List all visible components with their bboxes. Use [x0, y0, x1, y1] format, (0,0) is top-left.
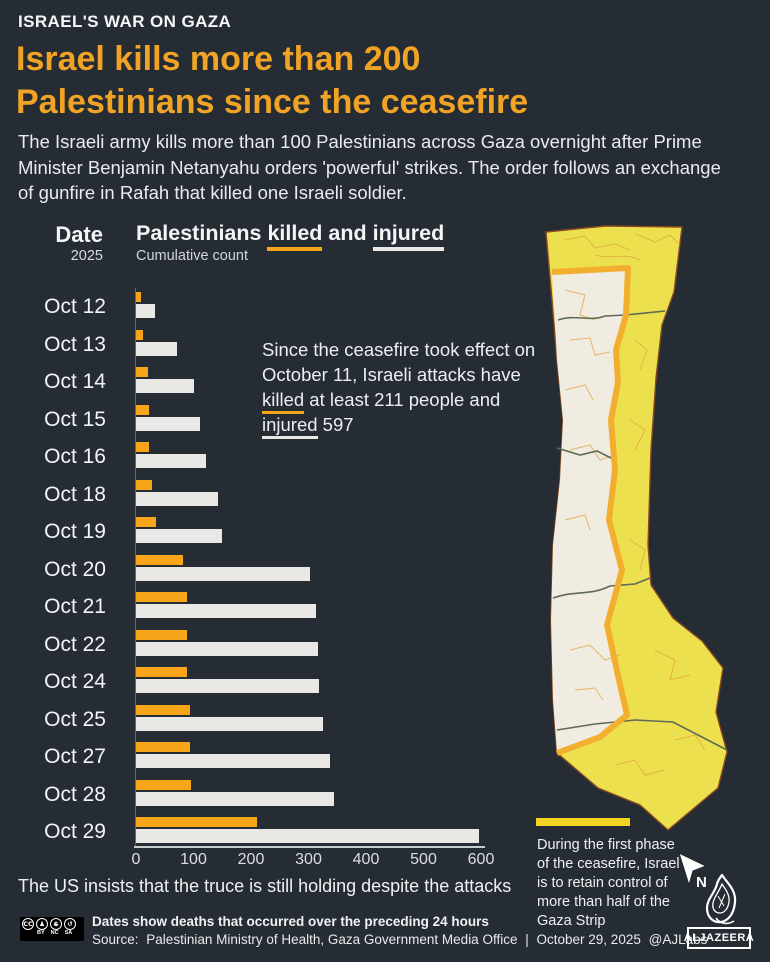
- underlined-injured: injured: [262, 414, 318, 439]
- date-label: Oct 13: [44, 332, 106, 356]
- cc-sa-icon: ↺: [64, 918, 76, 930]
- date-label: Oct 24: [44, 670, 106, 693]
- killed-bar: [136, 629, 188, 640]
- killed-bar: [136, 779, 192, 790]
- page-title: Israel kills more than 200 Palestinians …: [16, 38, 528, 124]
- north-label: N: [696, 874, 707, 889]
- date-column-header: Date: [55, 222, 103, 247]
- source-separator: |: [525, 932, 529, 947]
- x-axis-line: [134, 846, 485, 848]
- underlined-killed: killed: [267, 221, 323, 251]
- killed-bar: [136, 479, 153, 490]
- injured-bar: [136, 716, 323, 731]
- date-year: 2025: [70, 248, 103, 264]
- date-label: Oct 15: [44, 407, 106, 431]
- injured-bar: [136, 566, 311, 581]
- killed-bar: [136, 329, 144, 340]
- x-tick-label: 500: [410, 851, 437, 868]
- injured-bar: [136, 791, 334, 806]
- source-line: Source: Palestinian Ministry of Health, …: [92, 932, 711, 947]
- date-label: Oct 12: [44, 295, 106, 318]
- injured-bar: [136, 529, 222, 543]
- killed-bar: [136, 517, 157, 527]
- yellow-line: [551, 265, 631, 756]
- cc-by-icon: ♟: [36, 918, 48, 930]
- x-tick-label: 0: [131, 851, 141, 868]
- injured-bar: [136, 491, 219, 506]
- injured-bar: [136, 454, 207, 468]
- killed-bar: [136, 554, 183, 565]
- killed-bar: [136, 442, 150, 452]
- cc-label-sa: SA: [64, 930, 73, 936]
- cc-label-by: BY: [37, 930, 45, 936]
- footnote-bold: Dates show deaths that occurred over the…: [92, 914, 489, 929]
- cc-nc-icon: $: [50, 918, 62, 930]
- y-axis-line: [135, 288, 136, 847]
- date-label: Oct 21: [44, 595, 106, 618]
- killed-bar: [136, 404, 149, 415]
- x-tick-label: 400: [352, 851, 380, 868]
- injured-bar: [136, 604, 316, 618]
- title-line-2: Palestinians since the ceasefire: [16, 83, 529, 121]
- governorate-boundaries: [552, 310, 728, 751]
- injured-bar: [136, 829, 480, 843]
- date-label: Oct 20: [44, 557, 106, 581]
- injured-bar: [136, 754, 331, 768]
- cc-label-nc: NC: [50, 930, 59, 936]
- killed-bar: [136, 667, 188, 677]
- injured-bar: [136, 304, 155, 318]
- date-label: Oct 22: [44, 632, 106, 656]
- killed-bar: [136, 292, 142, 302]
- source-date: October 29, 2025: [536, 932, 641, 947]
- injured-bar: [136, 641, 319, 656]
- aljazeera-wordmark: ALJAZEERA: [684, 927, 754, 949]
- chart-annotation: Since the ceasefire took effect on Octob…: [262, 337, 542, 439]
- killed-bar: [136, 367, 148, 377]
- x-tick-label: 100: [180, 851, 207, 868]
- chart-title: Palestinians killed and injured: [136, 221, 445, 251]
- date-label: Oct 25: [44, 707, 106, 731]
- title-line-1: Israel kills more than 200: [16, 40, 421, 78]
- intro-paragraph: The Israeli army kills more than 100 Pal…: [18, 131, 721, 203]
- date-label: Oct 19: [44, 520, 106, 543]
- map-caption: During the first phase of the ceasefire,…: [537, 837, 680, 929]
- ceasefire-west-area: [551, 268, 628, 753]
- injured-bar: [136, 341, 177, 356]
- underlined-killed: killed: [262, 389, 305, 414]
- legend-yellow-swatch: [536, 818, 630, 826]
- underlined-injured: injured: [372, 221, 445, 251]
- killed-bar: [136, 817, 258, 827]
- date-label: Oct 27: [44, 745, 106, 768]
- injured-bar: [136, 416, 200, 431]
- us-truce-note: The US insists that the truce is still h…: [18, 876, 512, 896]
- date-label: Oct 18: [44, 482, 106, 506]
- chart-subtitle: Cumulative count: [136, 248, 249, 264]
- date-label: Oct 16: [44, 445, 106, 468]
- gaza-map: [545, 225, 728, 831]
- source-text: Palestinian Ministry of Health, Gaza Gov…: [146, 932, 518, 947]
- ajlabs-handle: @AJLabs: [648, 932, 708, 947]
- injured-bar: [136, 379, 194, 393]
- kicker: ISRAEL'S WAR ON GAZA: [18, 12, 232, 31]
- killed-bar: [136, 592, 187, 602]
- north-arrow-icon: N: [678, 852, 708, 889]
- source-label: Source:: [92, 932, 139, 947]
- injured-bar: [136, 679, 319, 693]
- date-label: Oct 28: [44, 782, 106, 806]
- aljazeera-logo-icon: [705, 874, 737, 925]
- cc-icon: CC: [22, 918, 34, 930]
- creative-commons-badge: CC ♟ $ ↺ BY NC SA: [20, 917, 84, 941]
- killed-bar: [136, 742, 191, 752]
- x-tick-label: 300: [295, 851, 322, 868]
- killed-bar: [136, 704, 191, 715]
- date-label: Oct 14: [44, 370, 106, 393]
- x-tick-label: 600: [467, 851, 495, 868]
- x-tick-label: 200: [237, 851, 265, 868]
- date-label: Oct 29: [44, 820, 106, 843]
